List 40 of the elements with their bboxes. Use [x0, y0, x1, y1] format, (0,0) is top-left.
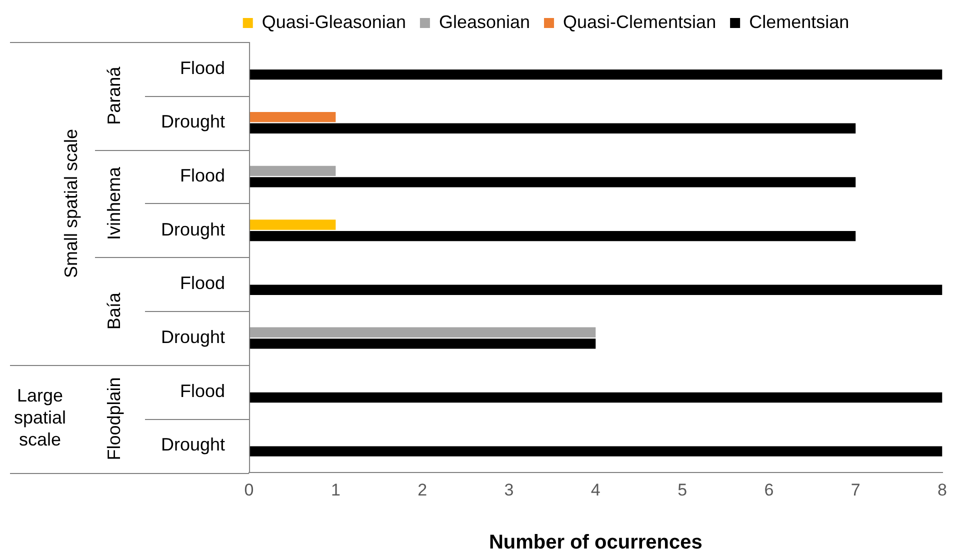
y-tick-label: Flood [180, 273, 226, 294]
text: Baía [104, 292, 124, 330]
bar [249, 69, 942, 80]
x-tick-label: 6 [764, 480, 774, 500]
x-tick-label: 8 [938, 480, 948, 500]
y-tick-label: Drought [160, 434, 226, 455]
text: Large spatial scale [14, 386, 66, 450]
y-tick-label: Flood [180, 58, 226, 78]
bar [249, 327, 596, 338]
y-tick-label: Flood [180, 380, 226, 401]
x-axis-title: Number of ocurrences [488, 532, 702, 554]
x-tick-label: 0 [244, 480, 254, 500]
bar [249, 284, 942, 295]
bar [249, 220, 336, 230]
legend-label: Quasi-Gleasonian [262, 12, 406, 32]
text: Paraná [104, 66, 124, 125]
text: Floodplain [104, 377, 124, 460]
bar [249, 230, 856, 242]
legend-label: Quasi-Clementsian [563, 12, 716, 32]
legend-label: Clementsian [749, 12, 850, 32]
x-tick-label: 7 [850, 480, 860, 500]
bar [249, 338, 596, 349]
text: Small spatial scale [60, 128, 81, 278]
bar [249, 112, 336, 122]
y-tick-label: Flood [180, 166, 226, 186]
y-tick-label: Drought [160, 112, 226, 132]
x-tick-label: 3 [504, 480, 514, 500]
x-tick-label: 1 [330, 480, 340, 500]
text: Ivinhema [104, 166, 124, 240]
y-tick-label: Drought [160, 327, 226, 348]
bar [249, 446, 942, 456]
legend-label: Gleasonian [438, 12, 530, 32]
bar [249, 166, 336, 176]
x-tick-label: 4 [590, 480, 600, 500]
y-tick-label: Drought [160, 219, 226, 240]
bar [249, 123, 856, 134]
bar [249, 392, 942, 403]
bar [249, 177, 856, 188]
x-tick-label: 2 [418, 480, 428, 500]
x-tick-label: 5 [678, 480, 688, 500]
